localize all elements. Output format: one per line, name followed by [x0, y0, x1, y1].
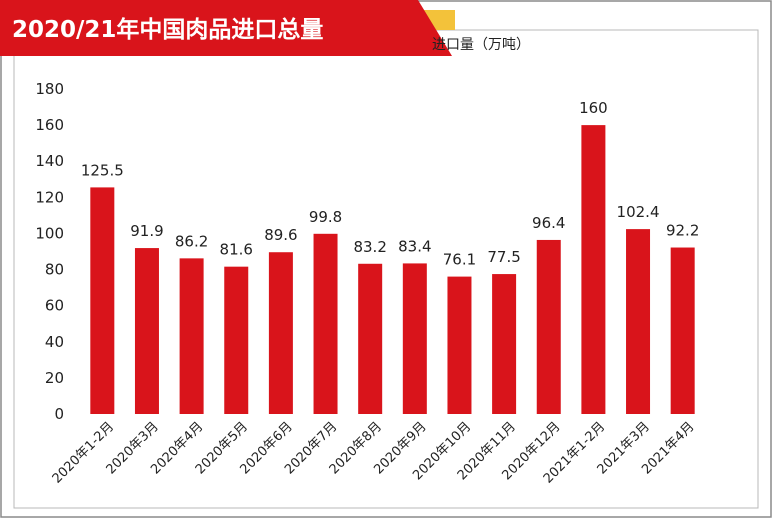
data-label-0: 125.5	[81, 161, 124, 179]
bar-9	[492, 274, 517, 414]
bar-series	[90, 125, 695, 414]
y-tick-label-7: 140	[35, 152, 64, 170]
bar-1	[134, 248, 159, 414]
data-label-13: 92.2	[666, 222, 699, 240]
y-tick-label-9: 180	[35, 80, 64, 98]
bar-3	[224, 266, 249, 414]
legend: 进口量（万吨）	[418, 37, 530, 53]
bar-5	[313, 233, 338, 414]
bar-0	[90, 187, 115, 414]
data-label-1: 91.9	[130, 222, 163, 240]
y-tick-label-1: 20	[45, 369, 64, 387]
bar-8	[447, 276, 472, 414]
data-label-6: 83.2	[353, 238, 386, 256]
data-label-4: 89.6	[264, 226, 297, 244]
legend-label: 进口量（万吨）	[432, 37, 530, 53]
data-label-10: 96.4	[532, 214, 565, 232]
y-tick-label-4: 80	[45, 261, 64, 279]
y-tick-label-0: 0	[54, 405, 64, 423]
bar-13	[670, 247, 695, 414]
bar-7	[402, 263, 427, 414]
data-label-3: 81.6	[220, 241, 253, 259]
y-axis: 0 20 40 60 80 100 120 140 160 180	[35, 80, 64, 423]
title-banner	[0, 0, 452, 56]
y-tick-label-6: 120	[35, 188, 64, 206]
data-label-7: 83.4	[398, 237, 431, 255]
data-label-11: 160	[579, 99, 608, 117]
data-label-5: 99.8	[309, 208, 342, 226]
y-tick-label-3: 60	[45, 297, 64, 315]
bar-12	[626, 229, 651, 414]
legend-swatch	[418, 40, 427, 49]
bar-11	[581, 125, 606, 414]
data-labels: 125.5 91.9 86.2 81.6 89.6 99.8 83.2 83.4 76.1 77.…	[81, 99, 700, 268]
y-tick-label-8: 160	[35, 116, 64, 134]
data-label-12: 102.4	[617, 203, 660, 221]
chart-title: 2020/21年中国肉品进口总量	[12, 16, 323, 43]
data-label-9: 77.5	[487, 248, 520, 266]
y-tick-label-2: 40	[45, 333, 64, 351]
bar-10	[536, 239, 561, 414]
data-label-8: 76.1	[443, 251, 476, 269]
bar-4	[268, 252, 293, 414]
bar-6	[358, 263, 383, 414]
bar-2	[179, 258, 204, 414]
y-tick-label-5: 100	[35, 224, 64, 242]
data-label-2: 86.2	[175, 232, 208, 250]
